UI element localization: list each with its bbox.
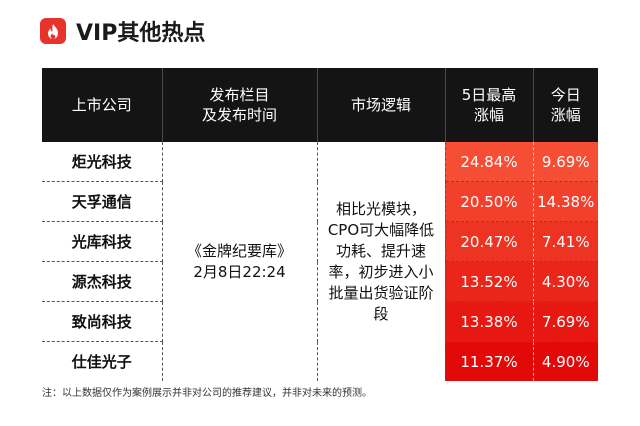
company-name: 炬光科技 <box>42 142 163 182</box>
company-name: 致尚科技 <box>42 301 163 342</box>
publish-time: 2月8日22:24 <box>193 262 286 281</box>
gain-5day: 13.38% <box>445 301 534 342</box>
company-name: 光库科技 <box>42 221 163 262</box>
publish-column-name: 《金牌纪要库》 <box>186 241 292 260</box>
table-row: 光库科技 20.47% 7.41% <box>42 221 598 262</box>
gain-5day: 24.84% <box>445 142 534 182</box>
gain-5day: 13.52% <box>445 261 534 302</box>
gain-today: 4.90% <box>533 341 598 381</box>
header-logic: 市场逻辑 <box>317 68 446 142</box>
table-row: 仕佳光子 11.37% 4.90% <box>42 341 598 381</box>
hot-stocks-table: 上市公司 发布栏目 及发布时间 市场逻辑 5日最高 涨幅 今日 涨幅 炬光科技 … <box>42 68 598 381</box>
market-logic-text: 相比光模块，CPO可大幅降低功耗、提升速率，初步进入小批量出货验证阶段 <box>327 199 435 323</box>
table-row: 源杰科技 13.52% 4.30% <box>42 261 598 302</box>
flame-logo-icon <box>40 18 66 44</box>
table-row: 炬光科技 《金牌纪要库》 2月8日22:24 相比光模块，CPO可大幅降低功耗、… <box>42 142 598 381</box>
gain-today: 9.69% <box>533 142 598 182</box>
company-name: 天孚通信 <box>42 181 163 222</box>
gain-5day: 11.37% <box>445 341 534 381</box>
header-today-gain: 今日 涨幅 <box>533 68 598 142</box>
gain-5day: 20.47% <box>445 221 534 262</box>
page-title: VIP其他热点 <box>76 21 206 46</box>
table-row: 致尚科技 13.38% 7.69% <box>42 301 598 342</box>
gain-5day: 20.50% <box>445 181 534 222</box>
publish-column-cell: 《金牌纪要库》 2月8日22:24 <box>162 142 318 381</box>
gain-today: 7.69% <box>533 301 598 342</box>
table-header-row: 上市公司 发布栏目 及发布时间 市场逻辑 5日最高 涨幅 今日 涨幅 <box>42 68 598 142</box>
header-column-time: 发布栏目 及发布时间 <box>162 68 318 142</box>
header-5day-gain: 5日最高 涨幅 <box>445 68 534 142</box>
company-name: 源杰科技 <box>42 261 163 302</box>
market-logic-cell: 相比光模块，CPO可大幅降低功耗、提升速率，初步进入小批量出货验证阶段 <box>317 142 446 381</box>
gain-today: 4.30% <box>533 261 598 302</box>
company-name: 仕佳光子 <box>42 341 163 381</box>
table-row: 天孚通信 20.50% 14.38% <box>42 181 598 222</box>
page-header: VIP其他热点 <box>40 14 205 48</box>
header-company: 上市公司 <box>42 68 163 142</box>
gain-today: 14.38% <box>533 181 598 222</box>
disclaimer-note: 注：以上数据仅作为案例展示并非对公司的推荐建议，并非对未来的预测。 <box>42 388 372 399</box>
gain-today: 7.41% <box>533 221 598 262</box>
